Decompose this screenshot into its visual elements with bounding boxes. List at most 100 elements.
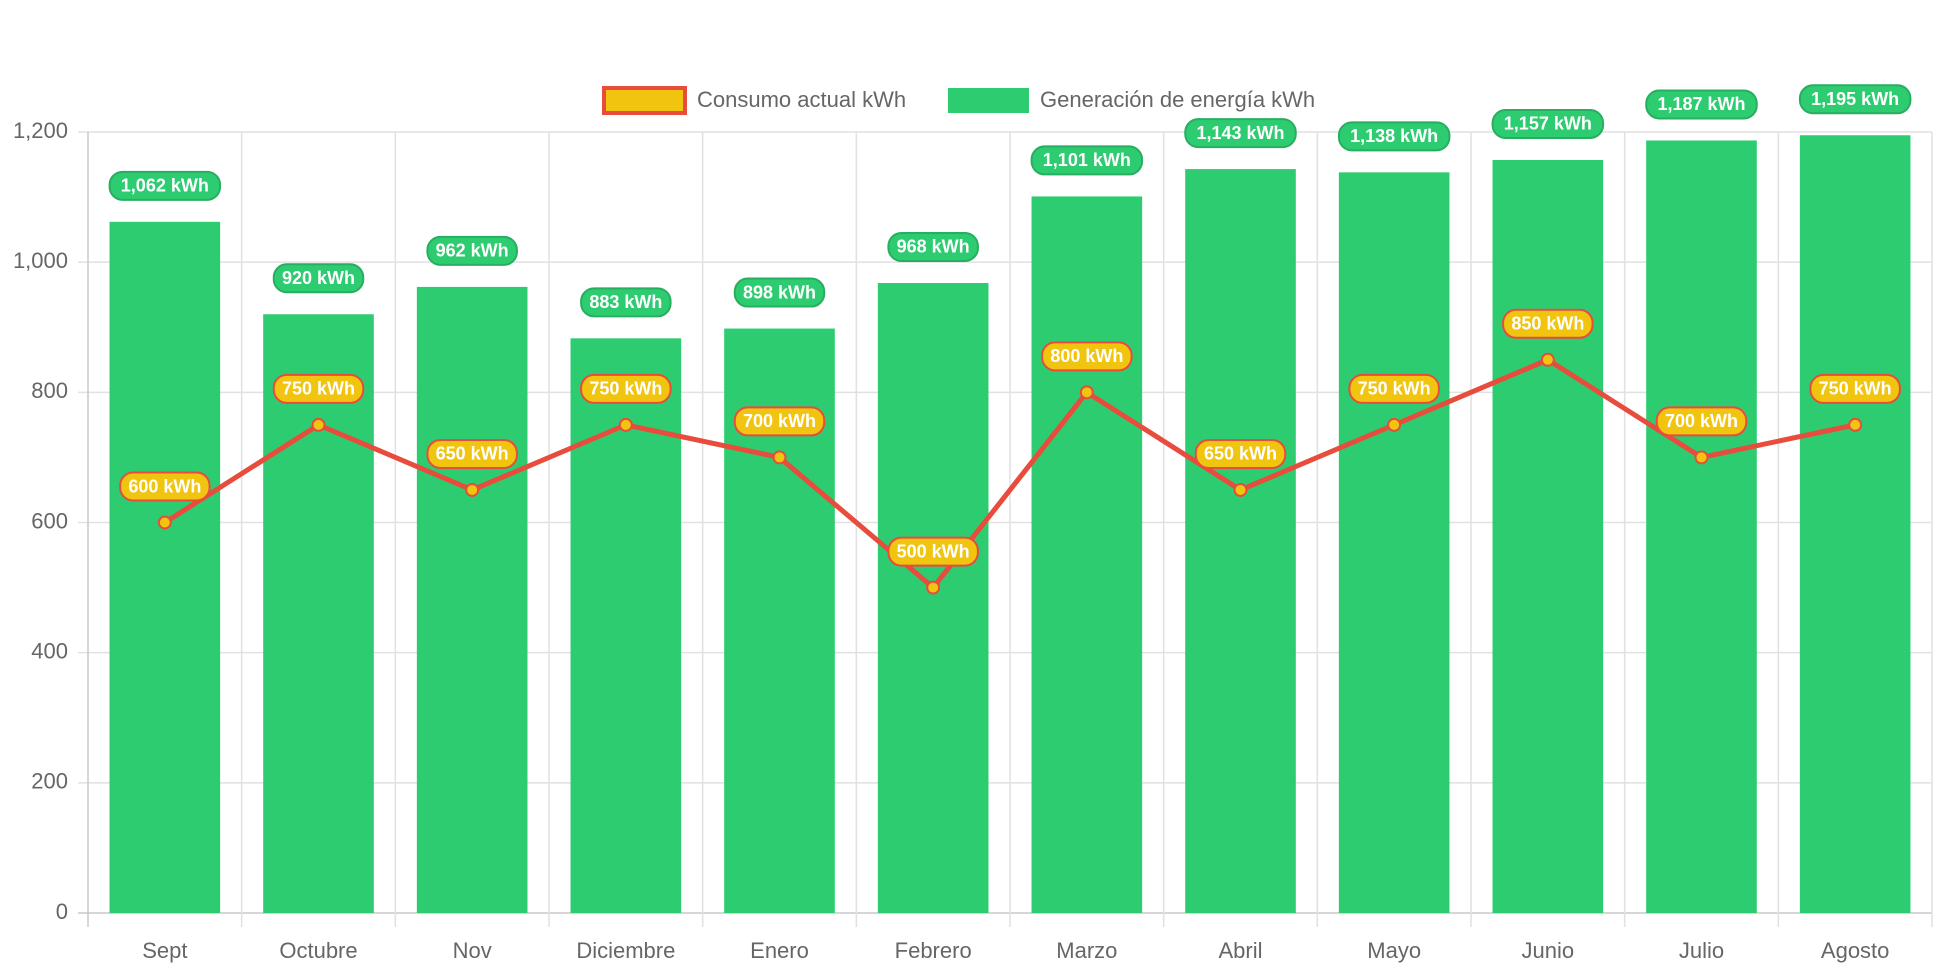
x-tick-label: Enero [750,938,809,963]
bar-data-label-bg [272,263,365,294]
legend-item-consumo[interactable]: Consumo actual kWh [602,86,906,115]
bar-data-label-text: 1,143 kWh [1196,123,1284,143]
bar-generacion[interactable] [877,282,989,913]
bar-data-label-text: 883 kWh [589,292,662,312]
bar-data-label-bg [1030,145,1144,176]
legend-swatch-generacion [948,88,1029,113]
x-tick-label: Octubre [279,938,357,963]
bar-data-label-text: 920 kWh [282,268,355,288]
legend-label-consumo: Consumo actual kWh [697,87,906,112]
consumo-point[interactable] [1387,417,1402,432]
line-data-label: 750 kWh [1809,373,1901,404]
bar-data-label: 920 kWh [272,263,365,294]
x-tick-label: Julio [1679,938,1724,963]
line-data-label: 500 kWh [887,536,979,567]
consumo-point[interactable] [311,417,326,432]
bar-data-label-bg [426,235,518,266]
line-data-label-bg [733,406,826,437]
consumption-line [157,352,1863,595]
bar-data-label-bg [580,287,672,318]
line-data-label-text: 700 kWh [1665,411,1738,431]
bar-data-label-bg [887,231,979,262]
bar-generacion[interactable] [263,314,374,913]
bar-data-label: 1,143 kWh [1184,118,1297,149]
legend: Consumo actual kWh Generación de energía… [602,86,1315,115]
consumo-point[interactable] [618,417,633,432]
bar-data-label: 898 kWh [733,277,826,308]
line-data-label-bg [426,438,518,469]
bar-data-label-bg [108,170,222,201]
line-data-label: 650 kWh [426,438,518,469]
bar-data-label: 962 kWh [426,235,518,266]
consumo-point[interactable] [157,515,172,530]
y-tick-label: 200 [31,769,68,794]
bar-data-label-text: 1,157 kWh [1504,114,1592,134]
legend-swatch-consumo [602,86,687,115]
line-data-label-text: 650 kWh [1204,444,1277,464]
bar-data-label-bg [1798,84,1912,115]
x-tick-label: Sept [142,938,187,963]
line-data-label-bg [1041,341,1133,372]
x-tick-label: Nov [453,938,492,963]
bar-generacion[interactable] [416,286,528,914]
bars [109,135,1911,914]
axes: 0 200 400 600 800 1,000 1,200 Sept Octubre Nov Dic… [13,118,1889,963]
bar-data-label-text: 968 kWh [897,237,970,257]
x-tick-label: Diciembre [576,938,675,963]
bar-data-label-text: 1,187 kWh [1657,94,1745,114]
line-data-label-bg [580,373,672,404]
consumo-point[interactable] [1694,450,1709,465]
line-data-label-bg [1809,373,1901,404]
bar-generacion[interactable] [1492,159,1604,913]
line-data-label: 750 kWh [1348,373,1440,404]
bar-data-label-bg [1337,121,1451,152]
line-data-label-text: 750 kWh [589,379,662,399]
y-tick-label: 1,200 [13,118,68,143]
line-data-label-bg [272,373,365,404]
consumo-point[interactable] [465,482,480,497]
bar-data-label: 968 kWh [887,231,979,262]
bar-data-label-bg [1491,108,1605,139]
y-tick-label: 800 [31,378,68,403]
x-tick-label: Junio [1522,938,1575,963]
consumo-line-path [163,357,1856,591]
line-data-label-text: 700 kWh [743,411,816,431]
data-labels: 1,062 kWh 920 kWh 962 kWh 883 kWh 898 kWh 968… [108,84,1912,567]
x-tick-label: Agosto [1821,938,1890,963]
bar-data-label-bg [1645,89,1758,120]
bar-data-label: 1,062 kWh [108,170,222,201]
consumo-point[interactable] [1079,385,1094,400]
bar-generacion[interactable] [109,221,221,913]
bar-data-label-text: 1,138 kWh [1350,126,1438,146]
line-data-label: 850 kWh [1502,308,1594,339]
bar-data-label: 1,101 kWh [1030,145,1144,176]
bar-generacion[interactable] [1799,135,1911,914]
bar-data-label-text: 898 kWh [743,282,816,302]
bar-generacion[interactable] [1185,169,1296,913]
bar-data-label-text: 1,101 kWh [1043,150,1131,170]
bar-data-label-text: 1,062 kWh [121,176,209,196]
consumo-point[interactable] [1540,352,1555,367]
bar-data-label-text: 1,195 kWh [1811,89,1899,109]
bar-generacion[interactable] [1338,172,1450,913]
consumo-point[interactable] [772,450,787,465]
legend-item-generacion[interactable]: Generación de energía kWh [948,87,1315,113]
line-data-label: 650 kWh [1194,438,1287,469]
bar-generacion[interactable] [1646,140,1757,914]
consumo-point[interactable] [1848,417,1863,432]
line-data-label-text: 800 kWh [1050,346,1123,366]
consumo-point[interactable] [926,580,941,595]
y-tick-label: 0 [56,899,68,924]
x-tick-label: Marzo [1056,938,1117,963]
consumo-point[interactable] [1233,482,1248,497]
line-data-label-bg [1655,406,1748,437]
line-data-label-bg [1348,373,1440,404]
line-data-label-text: 600 kWh [128,476,201,496]
line-data-label-text: 500 kWh [897,541,970,561]
bar-data-label: 1,138 kWh [1337,121,1451,152]
bar-generacion[interactable] [1031,196,1143,913]
line-data-label-bg [1502,308,1594,339]
line-data-label-bg [119,471,211,502]
y-tick-label: 1,000 [13,248,68,273]
